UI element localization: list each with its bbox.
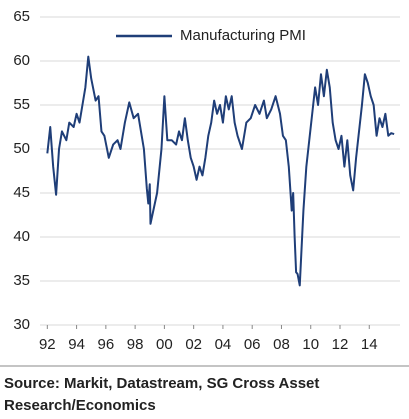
y-tick-label: 30 <box>13 316 30 333</box>
x-tick-label: 14 <box>361 336 378 353</box>
x-tick-label: 92 <box>39 336 56 353</box>
x-tick-label: 96 <box>98 336 115 353</box>
y-tick-label: 35 <box>13 272 30 289</box>
x-tick-label: 02 <box>185 336 202 353</box>
x-tick-label: 06 <box>244 336 261 353</box>
y-tick-label: 50 <box>13 140 30 157</box>
x-tick-label: 12 <box>332 336 349 353</box>
source: Research/Economics <box>4 397 156 414</box>
x-tick-label: 00 <box>156 336 173 353</box>
y-tick-label: 45 <box>13 184 30 201</box>
y-tick-label: 65 <box>13 8 30 25</box>
x-tick-label: 04 <box>215 336 232 353</box>
x-tick-label: 08 <box>273 336 290 353</box>
line <box>46 55 395 287</box>
source: Source: Markit, Datastream, SG Cross Ass… <box>4 375 319 392</box>
x-tick-label: 94 <box>68 336 85 353</box>
y-tick-label: 60 <box>13 52 30 69</box>
x-tick-label: 98 <box>127 336 144 353</box>
x-tick-label: 10 <box>302 336 319 353</box>
legend-label: Manufacturing PMI <box>180 27 306 44</box>
y-tick-label: 40 <box>13 228 30 245</box>
y-tick-label: 55 <box>13 96 30 113</box>
